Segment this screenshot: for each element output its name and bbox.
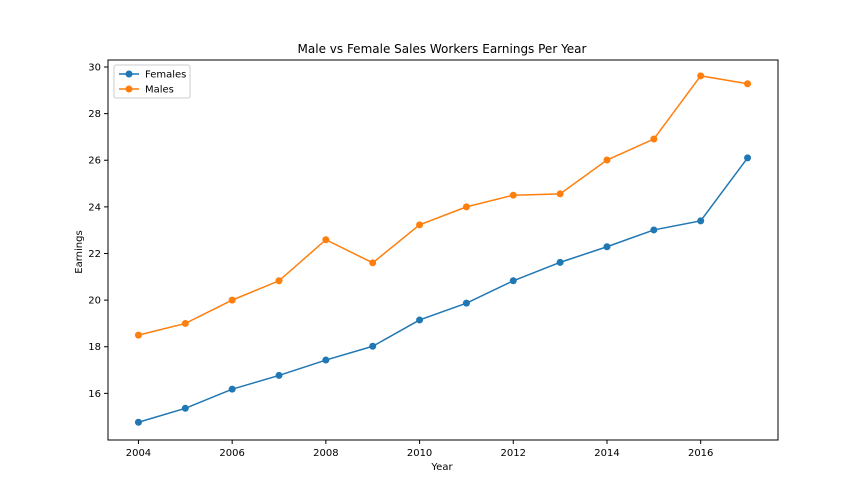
data-point-females bbox=[134, 418, 142, 426]
data-point-females bbox=[556, 258, 564, 266]
series-line-females bbox=[138, 157, 749, 423]
plot-area: 2004 2006 2008 2010 2012 2014 2016 16 18 20 22 24 26… bbox=[88, 59, 779, 459]
data-point-males bbox=[650, 135, 658, 143]
y-tick-label: 28 bbox=[88, 109, 101, 120]
y-tick-label: 20 bbox=[88, 296, 101, 307]
data-point-females bbox=[603, 243, 611, 251]
data-point-females bbox=[650, 226, 658, 234]
x-tick-label: 2014 bbox=[594, 448, 619, 459]
x-tick-label: 2010 bbox=[407, 448, 432, 459]
legend-swatch-marker-females bbox=[125, 70, 133, 78]
data-point-males bbox=[275, 277, 283, 285]
y-tick-label: 30 bbox=[88, 62, 101, 73]
series-line-males bbox=[138, 75, 748, 336]
plot-frame bbox=[107, 59, 779, 441]
data-point-females bbox=[228, 385, 236, 393]
data-point-females bbox=[509, 277, 517, 285]
y-tick-label: 26 bbox=[88, 156, 101, 167]
data-point-females bbox=[697, 217, 705, 225]
x-axis-label: Year bbox=[430, 462, 453, 473]
data-point-males bbox=[181, 319, 189, 327]
y-tick-label: 18 bbox=[88, 342, 101, 353]
data-point-males bbox=[697, 72, 705, 80]
y-tick-label: 16 bbox=[88, 389, 101, 400]
legend-label-males: Males bbox=[145, 85, 174, 96]
y-axis-label: Earnings bbox=[74, 230, 85, 273]
data-point-females bbox=[744, 154, 752, 162]
data-point-males bbox=[369, 259, 377, 267]
x-tick-label: 2008 bbox=[313, 448, 338, 459]
data-point-males bbox=[322, 236, 330, 244]
data-point-females bbox=[462, 299, 470, 307]
data-point-females bbox=[416, 316, 424, 324]
chart-title: Male vs Female Sales Workers Earnings Pe… bbox=[298, 42, 587, 56]
data-point-females bbox=[369, 342, 377, 350]
legend-label-females: Females bbox=[145, 70, 186, 81]
y-tick-label: 22 bbox=[88, 249, 101, 260]
x-tick-label: 2004 bbox=[126, 448, 151, 459]
data-point-males bbox=[134, 331, 142, 339]
x-tick-label: 2016 bbox=[688, 448, 713, 459]
x-tick-label: 2006 bbox=[219, 448, 244, 459]
data-point-males bbox=[462, 203, 470, 211]
data-point-males bbox=[744, 80, 752, 88]
data-point-males bbox=[556, 190, 564, 198]
data-point-males bbox=[228, 296, 236, 304]
data-point-males bbox=[509, 191, 517, 199]
y-tick-label: 24 bbox=[88, 202, 101, 213]
data-point-females bbox=[181, 404, 189, 412]
legend: Females Males bbox=[113, 64, 191, 99]
data-point-males bbox=[603, 156, 611, 164]
x-tick-label: 2012 bbox=[501, 448, 526, 459]
data-point-females bbox=[322, 356, 330, 364]
data-point-females bbox=[275, 371, 283, 379]
legend-swatch-marker-males bbox=[125, 85, 133, 93]
data-point-males bbox=[416, 221, 424, 229]
